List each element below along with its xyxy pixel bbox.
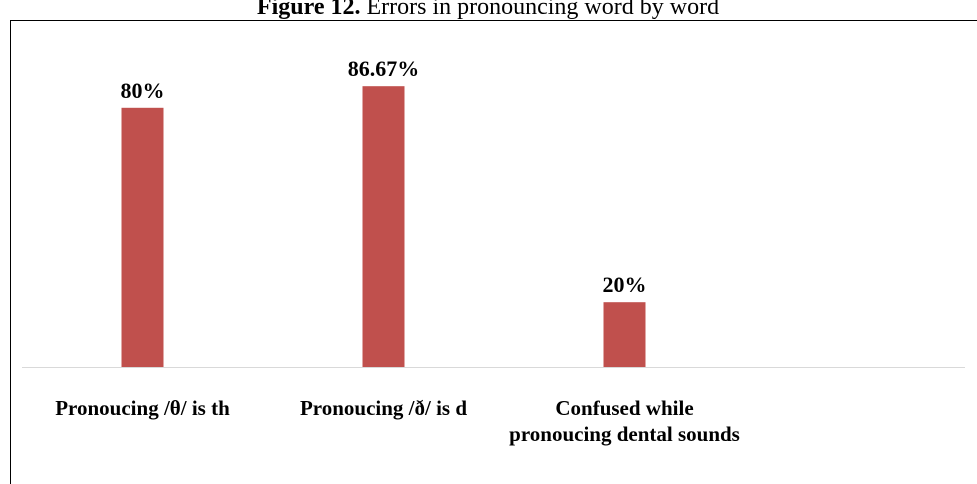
label-line: Confused while	[555, 396, 693, 420]
data-label: 20%	[603, 272, 647, 297]
x-tick-label: Pronoucing /θ/ is th	[55, 396, 230, 420]
x-tick-label: Pronoucing /ð/ is d	[300, 396, 467, 420]
label-line: pronoucing dental sounds	[509, 422, 740, 446]
chart-frame	[10, 20, 977, 484]
x-tick-label: Confused while pronoucing dental sounds	[509, 396, 740, 446]
title-text: Errors in pronouncing word by word	[366, 0, 719, 20]
data-label: 80%	[121, 78, 165, 103]
chart-title: Figure 12. Errors in pronouncing word by …	[257, 0, 719, 20]
bar	[121, 107, 164, 368]
bar	[603, 302, 646, 367]
bar	[362, 86, 405, 367]
data-label: 86.67%	[348, 56, 420, 81]
title-label: Figure 12.	[257, 0, 361, 20]
